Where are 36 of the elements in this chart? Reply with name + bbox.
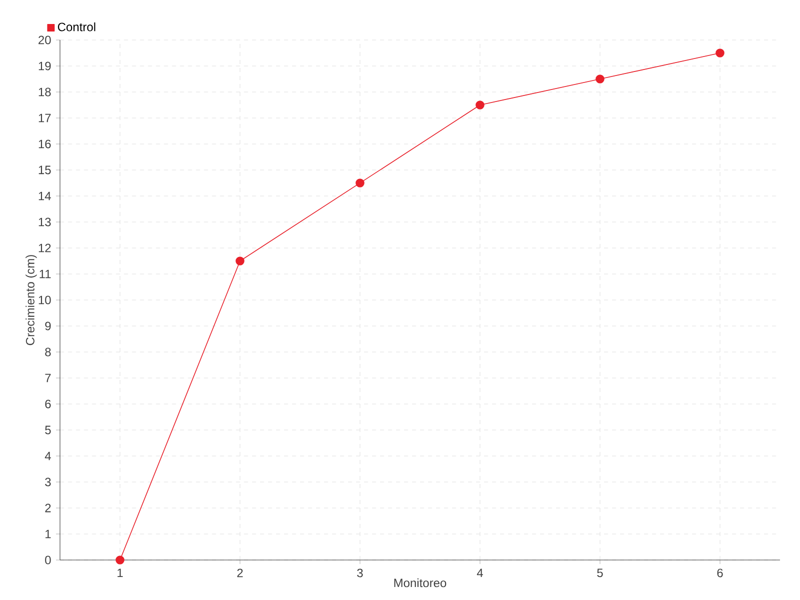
y-tick-label: 5 — [45, 426, 51, 434]
legend-label: Control — [58, 22, 96, 32]
point — [716, 48, 724, 58]
y-tick-label: 17 — [38, 114, 51, 122]
x-axis-title: Monitoreo — [394, 578, 446, 588]
y-tick-label: 0 — [45, 556, 51, 564]
point — [236, 256, 244, 266]
y-tick-label: 11 — [40, 270, 51, 278]
point — [596, 74, 604, 84]
x-tick-label: 6 — [717, 568, 723, 578]
y-tick-label: 18 — [38, 88, 51, 96]
y-tick-label: 8 — [45, 348, 51, 356]
point — [356, 178, 364, 188]
y-tick-label: 9 — [45, 322, 51, 330]
x-tick-label: 1 — [118, 568, 123, 577]
y-tick-label: 19 — [38, 62, 51, 70]
y-axis-title: Crecimiento (cm) — [26, 255, 37, 346]
y-tick-label: 20 — [38, 36, 51, 44]
x-tick-label: 4 — [476, 568, 483, 577]
y-tick-label: 15 — [38, 166, 51, 174]
point — [116, 556, 124, 564]
x-tick-label: 3 — [357, 568, 363, 578]
y-tick-label: 4 — [44, 452, 51, 460]
point — [476, 100, 484, 110]
x-tick-label: 5 — [597, 568, 603, 578]
y-tick-label: 7 — [45, 374, 51, 382]
y-tick-label: 14 — [38, 192, 51, 200]
y-tick-label: 1 — [46, 530, 51, 538]
y-tick-label: 6 — [45, 400, 51, 408]
y-tick-label: 13 — [38, 218, 51, 226]
y-tick-label: 12 — [38, 244, 51, 252]
y-tick-label: 16 — [38, 140, 51, 148]
y-tick-label: 10 — [38, 296, 51, 304]
y-tick-label: 3 — [45, 478, 51, 486]
x-tick-label: 2 — [237, 568, 243, 578]
y-tick-label: 2 — [45, 504, 51, 512]
